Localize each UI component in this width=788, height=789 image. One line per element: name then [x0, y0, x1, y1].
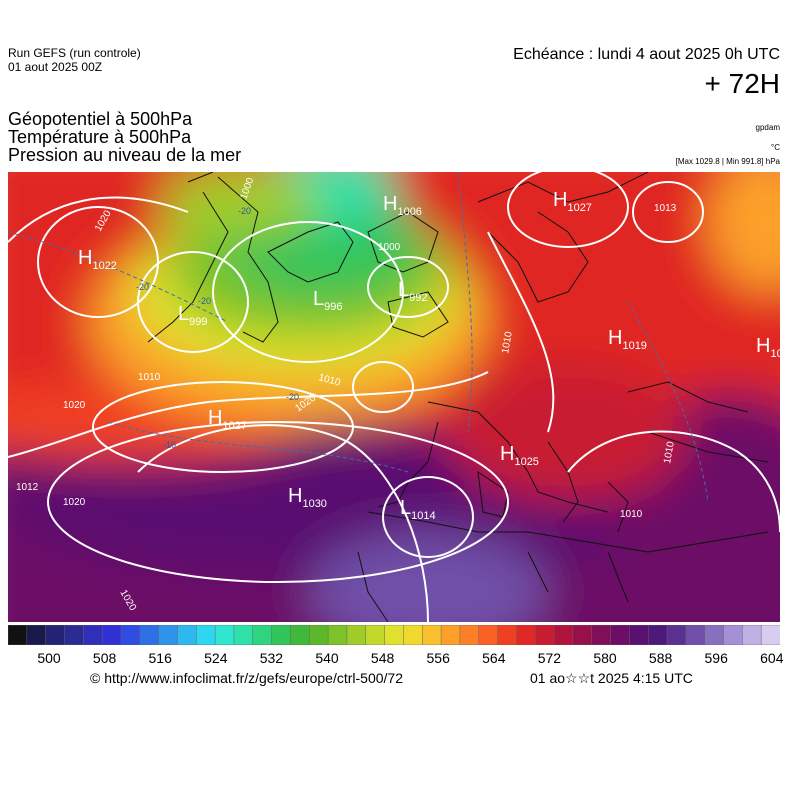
isobar-label: 1000 [378, 242, 401, 253]
field-titles: Géopotentiel à 500hPa Température à 500h… [8, 110, 241, 164]
isobar-label: 1013 [654, 203, 677, 214]
color-scale-swatch [591, 625, 612, 645]
color-scale-swatch [704, 625, 725, 645]
color-scale-swatch [440, 625, 461, 645]
forecast-valid-time: Echéance : lundi 4 aout 2025 0h UTC [513, 46, 780, 63]
color-scale-swatch [478, 625, 499, 645]
color-scale-swatch [271, 625, 292, 645]
color-scale-swatch [327, 625, 348, 645]
color-scale-swatch [8, 625, 28, 645]
unit-celsius: °C [771, 143, 780, 152]
isobar-label: 1010 [138, 372, 161, 383]
color-scale-swatch [177, 625, 198, 645]
pressure-center-high: H10 [756, 335, 780, 360]
color-scale-swatch [421, 625, 442, 645]
weather-map: H1022H1027H1030H1006H1027H1019H1025H10L9… [8, 172, 780, 622]
isotherm-label: -10 [163, 440, 176, 450]
color-scale-swatch [459, 625, 480, 645]
isotherm-label: -20 [136, 282, 149, 292]
color-scale-swatch [101, 625, 122, 645]
color-scale-swatch [83, 625, 103, 645]
isobar-label: 1020 [63, 497, 86, 508]
color-scale-swatch [233, 625, 254, 645]
color-scale-swatch [365, 625, 386, 645]
color-scale-tick-label: 580 [593, 650, 617, 666]
color-scale-tick-label: 572 [537, 650, 562, 666]
run-title: Run GEFS (run controle) [8, 46, 141, 60]
color-scale-swatch [610, 625, 631, 645]
field-geopotential: Géopotentiel à 500hPa [8, 109, 193, 129]
isobar-label: 1020 [63, 400, 86, 411]
temperature-isotherms [8, 172, 709, 503]
field-temperature: Température à 500hPa [8, 127, 192, 147]
color-scale-swatch [629, 625, 649, 645]
field-pressure: Pression au niveau de la mer [8, 145, 242, 165]
isotherm-label: -20 [238, 206, 251, 216]
color-scale-tick-label: 604 [760, 650, 784, 666]
color-scale-swatch [666, 625, 687, 645]
color-scale-swatch [196, 625, 216, 645]
isobars [8, 172, 780, 622]
color-scale-tick-label: 548 [370, 650, 395, 666]
generation-timestamp: 01 ao☆☆t 2025 4:15 UTC [530, 670, 693, 686]
color-scale-swatch [384, 625, 405, 645]
run-date: 01 aout 2025 00Z [8, 60, 103, 74]
color-scale-tick-label: 508 [92, 650, 117, 666]
color-scale-swatch [120, 625, 141, 645]
color-scale-swatch [309, 625, 329, 645]
pressure-extremes: [Max 1029.8 | Min 991.8] hPa [675, 157, 780, 166]
color-scale-tick-label: 532 [259, 650, 284, 666]
color-scale-swatch [685, 625, 706, 645]
color-scale-swatch [742, 625, 762, 645]
color-scale-swatch [64, 625, 85, 645]
color-scale-bar [8, 625, 780, 645]
color-scale-tick-label: 516 [148, 650, 172, 666]
color-scale-swatch [45, 625, 66, 645]
color-scale-swatch [516, 625, 536, 645]
isobar-label: 1010 [662, 440, 677, 464]
color-scale-swatch [760, 625, 780, 645]
color-scale-swatch [534, 625, 555, 645]
color-scale-tick-label: 596 [704, 650, 728, 666]
color-scale-tick-label: 588 [648, 650, 673, 666]
color-scale-tick-label: 524 [204, 650, 228, 666]
forecast-lead-time: + 72H [704, 68, 781, 99]
isobar-label: 1010 [620, 509, 643, 520]
color-scale-swatch [647, 625, 668, 645]
color-scale-tick-label: 500 [37, 650, 61, 666]
pressure-center-low: L996 [313, 288, 342, 313]
unit-gpdam: gpdam [755, 123, 780, 132]
color-scale-swatch [139, 625, 160, 645]
isobar-label: 1012 [16, 482, 39, 493]
color-scale-tick-label: 564 [482, 650, 506, 666]
color-scale-swatch [26, 625, 47, 645]
color-scale-swatch [572, 625, 593, 645]
color-scale-swatch [723, 625, 744, 645]
isobar-label: 1010 [500, 330, 515, 354]
isotherm-label: -20 [286, 392, 299, 402]
color-scale-tick-label: 540 [315, 650, 339, 666]
color-scale-swatch [346, 625, 367, 645]
color-scale-swatch [553, 625, 574, 645]
color-scale-swatch [252, 625, 273, 645]
color-scale-swatch [214, 625, 235, 645]
temperature-labels: -20 -20 -20 -10 -20 [136, 206, 299, 450]
run-info: Run GEFS (run controle) 01 aout 2025 00Z [8, 46, 141, 74]
source-credit: © http://www.infoclimat.fr/z/gefs/europe… [90, 670, 404, 686]
color-scale-swatch [403, 625, 423, 645]
color-scale-swatch [290, 625, 311, 645]
isotherm-label: -20 [198, 296, 211, 306]
color-scale-swatch [158, 625, 179, 645]
color-scale-tick-label: 556 [426, 650, 450, 666]
color-scale-swatch [497, 625, 518, 645]
